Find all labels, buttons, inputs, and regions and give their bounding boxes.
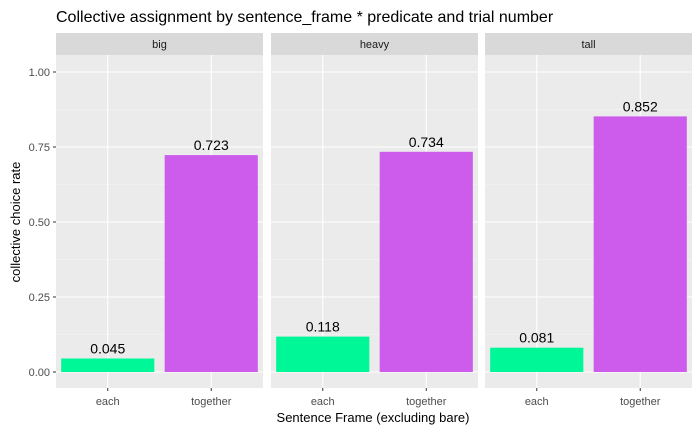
bar-tall-each: [490, 347, 584, 372]
bar-tall-together: [593, 116, 687, 373]
bar-big-each: [61, 358, 155, 372]
panel-tall: tall 0.081 each 0.852 together: [485, 33, 692, 408]
chart-panels: big 0.045 each 0.723 together heavy 0.118 each 0…: [56, 33, 692, 408]
chart-title: Collective assignment by sentence_frame …: [56, 9, 554, 26]
facet-strip: [56, 33, 263, 55]
y-tick-label: 0.25: [29, 292, 50, 304]
data-label: 0.852: [623, 98, 658, 114]
bar-heavy-together: [379, 151, 473, 372]
data-label: 0.118: [306, 319, 340, 335]
data-label: 0.081: [519, 330, 554, 346]
x-tick-label: together: [191, 396, 232, 408]
data-label: 0.723: [194, 137, 229, 153]
bar-heavy-each: [276, 336, 370, 372]
panel-heavy: heavy 0.118 each 0.734 together: [271, 33, 478, 408]
x-tick-label: together: [620, 396, 661, 408]
y-axis-ticks: 0.00 0.25 0.50 0.75 1.00: [29, 67, 56, 379]
x-tick-label: each: [311, 396, 335, 408]
y-tick-label: 0.50: [29, 217, 50, 229]
bar-big-together: [164, 155, 258, 372]
data-label: 0.734: [409, 134, 444, 150]
x-tick-label: each: [96, 396, 120, 408]
y-tick-label: 1.00: [29, 67, 50, 79]
y-axis-title: collective choice rate: [8, 162, 23, 283]
y-tick-label: 0.75: [29, 142, 50, 154]
x-axis-title: Sentence Frame (excluding bare): [277, 410, 470, 425]
facet-label: heavy: [360, 39, 390, 51]
y-tick-label: 0.00: [29, 367, 50, 379]
x-tick-label: each: [525, 396, 549, 408]
facet-strip: [271, 33, 478, 55]
facet-label: big: [152, 39, 167, 51]
panel-big: big 0.045 each 0.723 together: [56, 33, 263, 408]
x-tick-label: together: [406, 396, 447, 408]
data-label: 0.045: [90, 341, 125, 357]
facet-strip: [485, 33, 692, 55]
facet-label: tall: [581, 39, 595, 51]
